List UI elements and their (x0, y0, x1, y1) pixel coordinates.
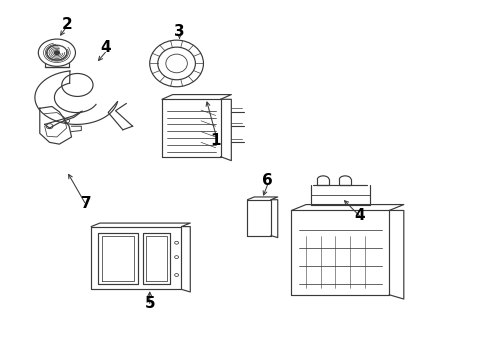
Text: 4: 4 (100, 40, 111, 55)
Text: 3: 3 (174, 24, 184, 39)
Circle shape (54, 51, 59, 54)
Text: 7: 7 (81, 196, 92, 211)
Text: 2: 2 (61, 17, 72, 32)
Text: 1: 1 (210, 133, 221, 148)
Text: 6: 6 (262, 172, 272, 188)
Text: 4: 4 (354, 208, 365, 223)
Text: 5: 5 (145, 296, 155, 311)
